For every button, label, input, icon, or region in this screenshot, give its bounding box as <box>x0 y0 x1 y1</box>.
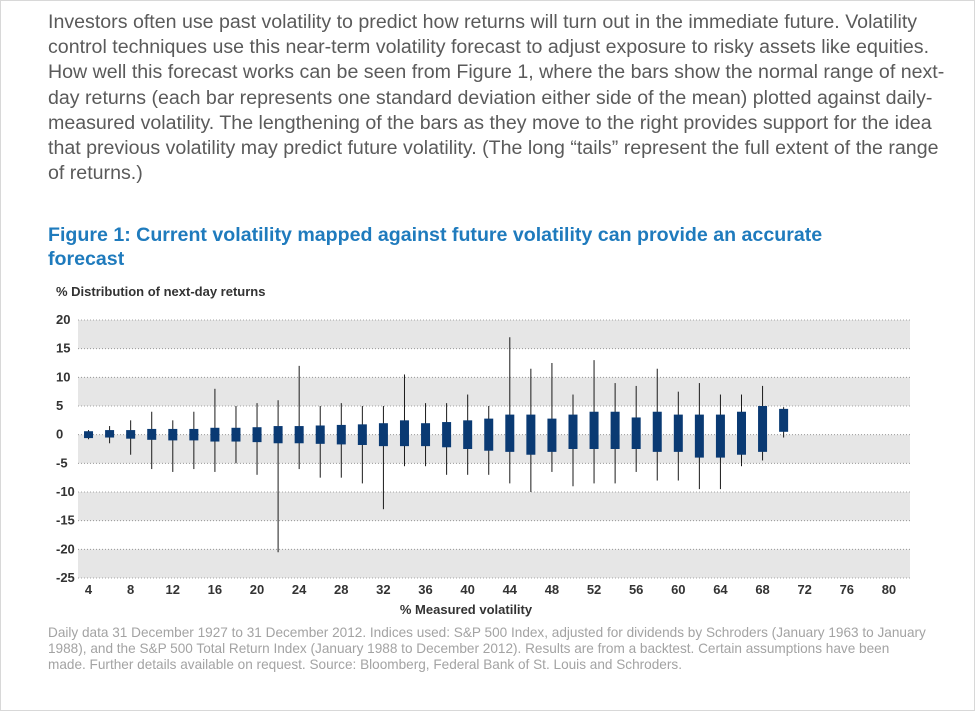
x-tick-label: 20 <box>250 582 264 597</box>
y-tick-label: 15 <box>56 341 70 356</box>
box <box>463 420 473 449</box>
x-tick-label: 32 <box>376 582 390 597</box>
y-tick-labels: 20 15 10 5 0 -5 -10 -15 -20 -25 <box>56 312 75 585</box>
box <box>294 426 304 444</box>
x-axis-label: % Measured volatility <box>400 602 533 617</box>
box <box>526 414 536 455</box>
x-tick-label: 72 <box>797 582 811 597</box>
x-tick-label: 24 <box>292 582 307 597</box>
box <box>589 411 599 449</box>
y-tick-label: 0 <box>56 427 63 442</box>
box <box>336 424 346 445</box>
y-tick-label: -25 <box>56 570 75 585</box>
box <box>631 417 641 449</box>
y-tick-label: 5 <box>56 398 63 413</box>
box <box>442 422 452 448</box>
box <box>357 424 367 445</box>
box <box>652 411 662 452</box>
box <box>147 428 157 440</box>
x-tick-label: 80 <box>882 582 896 597</box>
x-tick-label: 36 <box>418 582 432 597</box>
y-tick-label: -10 <box>56 484 75 499</box>
x-tick-label: 28 <box>334 582 348 597</box>
x-tick-label: 4 <box>85 582 93 597</box>
y-axis-label: % Distribution of next-day returns <box>56 284 265 299</box>
box <box>694 414 704 458</box>
box <box>547 418 557 452</box>
box <box>505 414 515 452</box>
y-tick-label: 10 <box>56 369 70 384</box>
chart-bands <box>78 320 910 578</box>
x-tick-label: 68 <box>755 582 769 597</box>
x-tick-label: 40 <box>460 582 474 597</box>
x-tick-label: 56 <box>629 582 643 597</box>
box <box>758 406 768 452</box>
x-tick-label: 52 <box>587 582 601 597</box>
box <box>231 427 241 442</box>
chart-band <box>78 320 910 349</box>
x-tick-label: 12 <box>166 582 180 597</box>
box <box>105 430 115 438</box>
box <box>378 423 388 447</box>
box <box>715 414 725 458</box>
chart-band <box>78 492 910 521</box>
y-tick-label: 20 <box>56 312 70 327</box>
intro-paragraph: Investors often use past volatility to p… <box>48 11 945 185</box>
chart-band <box>78 434 910 464</box>
y-tick-label: -15 <box>56 513 75 528</box>
chart-boxes <box>84 337 789 553</box>
box <box>252 427 262 443</box>
box <box>779 408 789 432</box>
x-tick-labels: 4 8 12 16 20 24 28 32 36 40 44 48 52 56 60 64 68 72 76 80 <box>85 582 896 597</box>
box <box>168 428 178 441</box>
box <box>421 423 431 447</box>
box <box>568 414 578 449</box>
box <box>210 427 220 442</box>
source-footnote: Daily data 31 December 1927 to 31 Decemb… <box>48 625 926 672</box>
box <box>84 431 94 439</box>
x-tick-label: 60 <box>671 582 685 597</box>
x-tick-label: 48 <box>545 582 559 597</box>
box <box>673 414 683 452</box>
figure-title: Figure 1: Current volatility mapped agai… <box>48 224 823 270</box>
chart-band <box>78 377 910 406</box>
x-tick-label: 44 <box>503 582 518 597</box>
box <box>610 411 620 449</box>
box <box>315 425 325 444</box>
y-tick-label: -20 <box>56 541 75 556</box>
x-tick-label: 16 <box>208 582 222 597</box>
x-tick-label: 8 <box>127 582 134 597</box>
box <box>189 428 199 441</box>
chart-band <box>78 549 910 578</box>
x-tick-label: 76 <box>840 582 854 597</box>
box <box>126 430 136 439</box>
box <box>273 426 283 444</box>
box <box>484 418 494 451</box>
x-tick-label: 64 <box>713 582 728 597</box>
box <box>399 420 409 447</box>
y-tick-label: -5 <box>56 455 68 470</box>
box <box>736 411 746 455</box>
